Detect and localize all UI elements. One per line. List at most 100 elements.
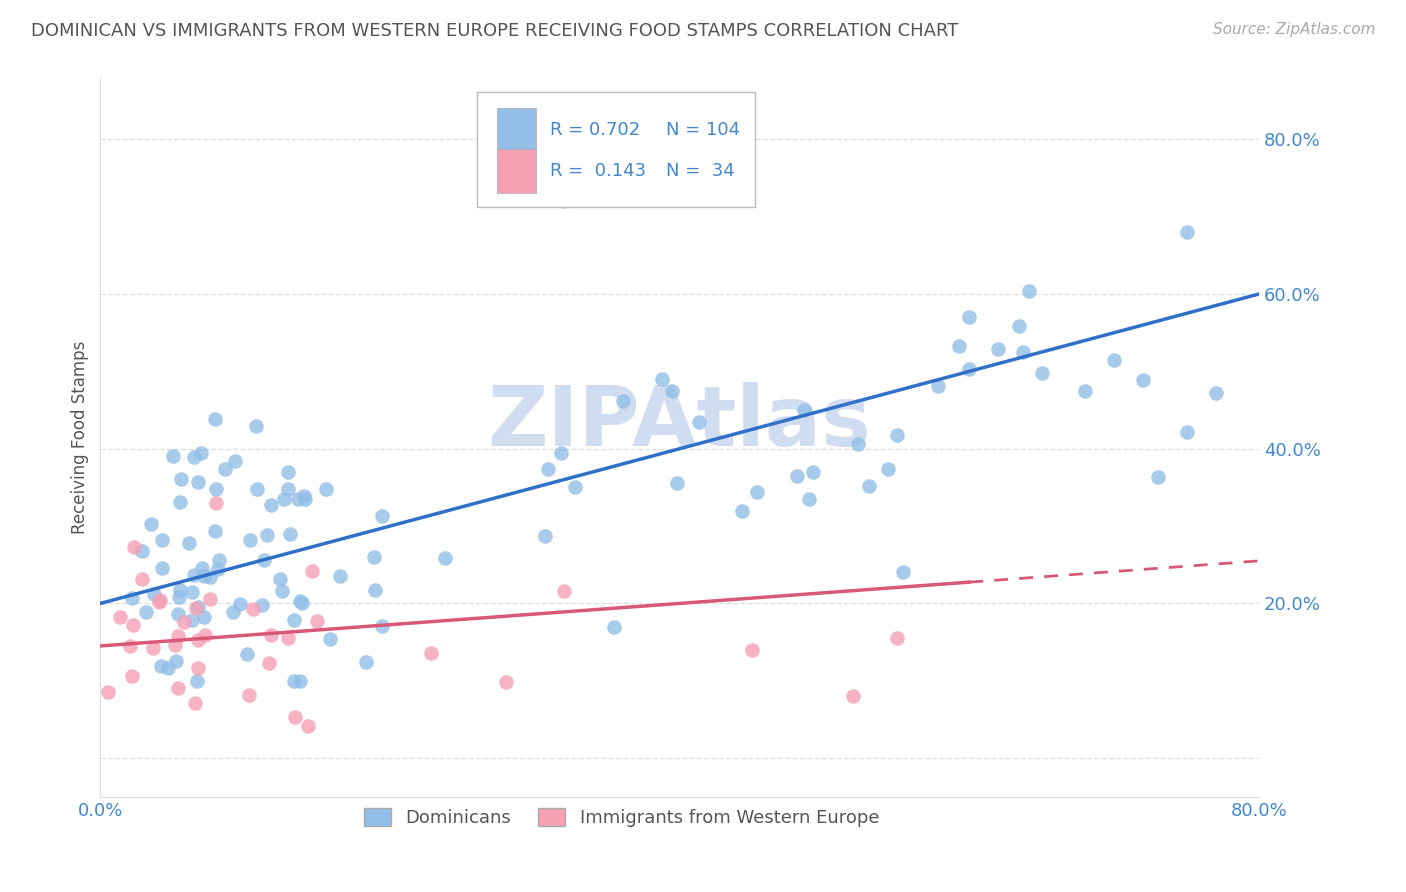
Point	[198, 591, 221, 606]
Point	[329, 568, 352, 582]
Legend: Dominicans, Immigrants from Western Europe: Dominicans, Immigrants from Western Euro…	[357, 801, 887, 835]
Point	[170, 472, 193, 486]
Point	[846, 436, 869, 450]
Point	[731, 503, 754, 517]
Point	[121, 591, 143, 606]
Point	[205, 496, 228, 510]
Point	[283, 613, 305, 627]
Point	[283, 673, 305, 688]
Point	[97, 685, 120, 699]
Point	[661, 384, 683, 399]
Point	[665, 476, 688, 491]
Point	[169, 495, 191, 509]
Point	[191, 561, 214, 575]
Point	[537, 462, 560, 476]
Point	[163, 638, 186, 652]
Point	[122, 541, 145, 555]
Point	[141, 640, 163, 655]
Point	[183, 696, 205, 710]
Point	[291, 596, 314, 610]
Point	[131, 572, 153, 586]
FancyBboxPatch shape	[496, 108, 536, 152]
Point	[122, 618, 145, 632]
Point	[139, 517, 162, 532]
Point	[135, 605, 157, 619]
Point	[224, 454, 246, 468]
Point	[260, 628, 283, 642]
Point	[156, 661, 179, 675]
Point	[193, 610, 215, 624]
Point	[204, 412, 226, 426]
Point	[290, 673, 312, 688]
Point	[259, 657, 281, 671]
Point	[214, 462, 236, 476]
Point	[294, 489, 316, 503]
Point	[121, 669, 143, 683]
Point	[200, 569, 222, 583]
Point	[245, 419, 267, 434]
Point	[278, 527, 301, 541]
Point	[149, 659, 172, 673]
Point	[495, 675, 517, 690]
Point	[253, 553, 276, 567]
Point	[1031, 366, 1053, 380]
Point	[364, 582, 387, 597]
Point	[287, 491, 309, 506]
Point	[256, 527, 278, 541]
Point	[927, 379, 949, 393]
Point	[187, 632, 209, 647]
Point	[354, 655, 377, 669]
Point	[1146, 470, 1168, 484]
Point	[118, 639, 141, 653]
Point	[747, 485, 769, 500]
Text: N = 104: N = 104	[666, 120, 740, 138]
Point	[222, 605, 245, 619]
Point	[183, 567, 205, 582]
Point	[190, 446, 212, 460]
Point	[1018, 284, 1040, 298]
Point	[305, 614, 328, 628]
Point	[301, 565, 323, 579]
Point	[688, 416, 710, 430]
Point	[269, 572, 291, 586]
Point	[148, 595, 170, 609]
Point	[886, 631, 908, 645]
Text: R = 0.702: R = 0.702	[550, 120, 640, 138]
Point	[173, 615, 195, 629]
Point	[184, 601, 207, 615]
Point	[149, 592, 172, 607]
Point	[167, 681, 190, 695]
Point	[242, 602, 264, 616]
Point	[786, 469, 808, 483]
Point	[1008, 319, 1031, 334]
Point	[564, 480, 586, 494]
Point	[603, 620, 626, 634]
Point	[801, 465, 824, 479]
Point	[260, 498, 283, 512]
Y-axis label: Receiving Food Stamps: Receiving Food Stamps	[72, 341, 89, 533]
Point	[186, 673, 208, 688]
Point	[793, 403, 815, 417]
Point	[294, 492, 316, 507]
Point	[180, 613, 202, 627]
Point	[1205, 385, 1227, 400]
Point	[131, 543, 153, 558]
Point	[187, 661, 209, 675]
Point	[1175, 425, 1198, 439]
Text: Source: ZipAtlas.com: Source: ZipAtlas.com	[1212, 22, 1375, 37]
Point	[858, 479, 880, 493]
Point	[207, 562, 229, 576]
Point	[370, 509, 392, 524]
Point	[534, 529, 557, 543]
Point	[876, 461, 898, 475]
Point	[1102, 353, 1125, 368]
Point	[948, 339, 970, 353]
Point	[553, 194, 575, 209]
Point	[277, 465, 299, 479]
Point	[143, 586, 166, 600]
Point	[193, 568, 215, 582]
Point	[187, 475, 209, 489]
Point	[150, 561, 173, 575]
Text: DOMINICAN VS IMMIGRANTS FROM WESTERN EUROPE RECEIVING FOOD STAMPS CORRELATION CH: DOMINICAN VS IMMIGRANTS FROM WESTERN EUR…	[31, 22, 959, 40]
Point	[651, 372, 673, 386]
